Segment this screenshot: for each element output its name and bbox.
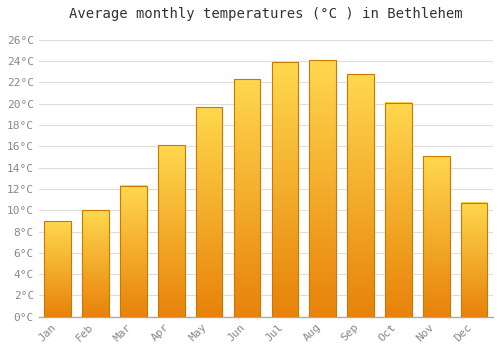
Bar (158, 145, 184, 317)
Bar (44, 221, 71, 317)
Bar (423, 156, 450, 317)
Bar (385, 103, 411, 317)
Bar (120, 186, 146, 317)
Bar (348, 74, 374, 317)
Title: Average monthly temperatures (°C ) in Bethlehem: Average monthly temperatures (°C ) in Be… (69, 7, 462, 21)
Bar (461, 203, 487, 317)
Bar (310, 60, 336, 317)
Bar (234, 79, 260, 317)
Bar (82, 210, 109, 317)
Bar (196, 107, 222, 317)
Bar (272, 62, 298, 317)
